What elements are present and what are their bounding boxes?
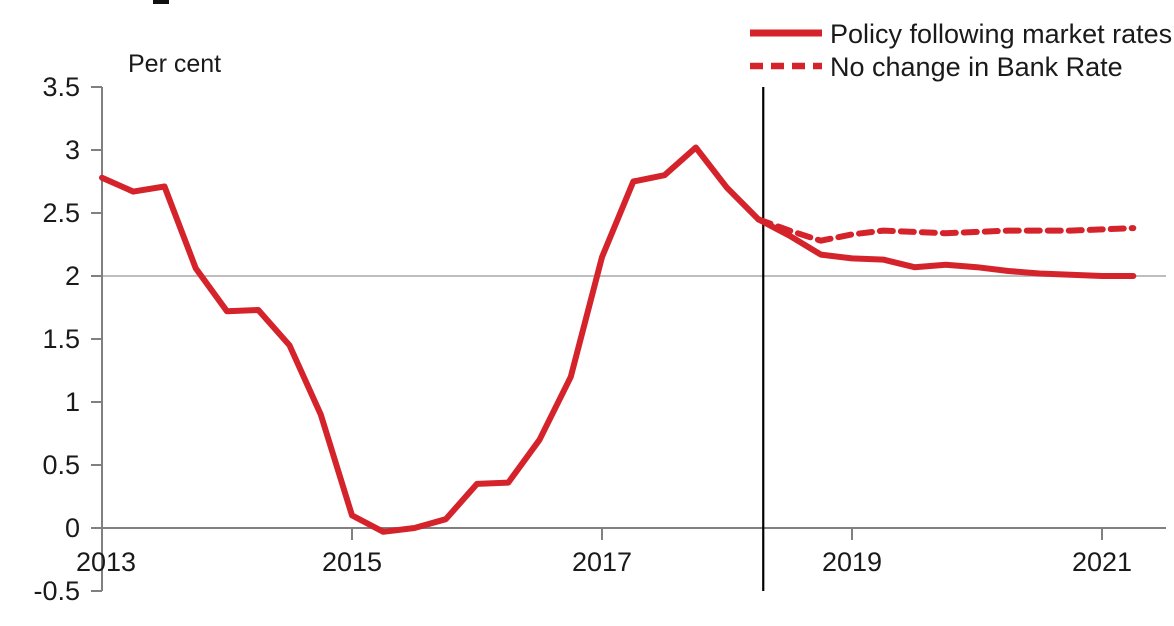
y-tick-label: 1.5 [42,324,80,354]
y-tick-label: 3 [65,135,80,165]
y-tick-label: 2 [65,261,80,291]
y-tick-label: 0.5 [42,450,80,480]
series-market-rates-line [99,144,1137,535]
y-axis-title: Per cent [128,50,221,78]
x-tick-label: 2021 [1072,547,1132,577]
y-tick-label: 0 [65,513,80,543]
series-constant-rate-line [755,216,1137,244]
legend-solid-label: Policy following market rates [830,19,1172,49]
y-tick-label: 2.5 [42,198,80,228]
y-tick-label: -0.5 [33,576,80,606]
x-tick-label: 2019 [822,547,882,577]
y-tick-label: 3.5 [42,72,80,102]
x-tick-label: 2017 [572,547,632,577]
cropped-title-fragment [153,0,169,4]
x-tick-label: 2013 [76,547,136,577]
x-tick-label: 2015 [322,547,382,577]
y-tick-label: 1 [65,387,80,417]
legend-dashed-label: No change in Bank Rate [830,52,1123,82]
legend: Policy following market rates No change … [750,19,1172,82]
